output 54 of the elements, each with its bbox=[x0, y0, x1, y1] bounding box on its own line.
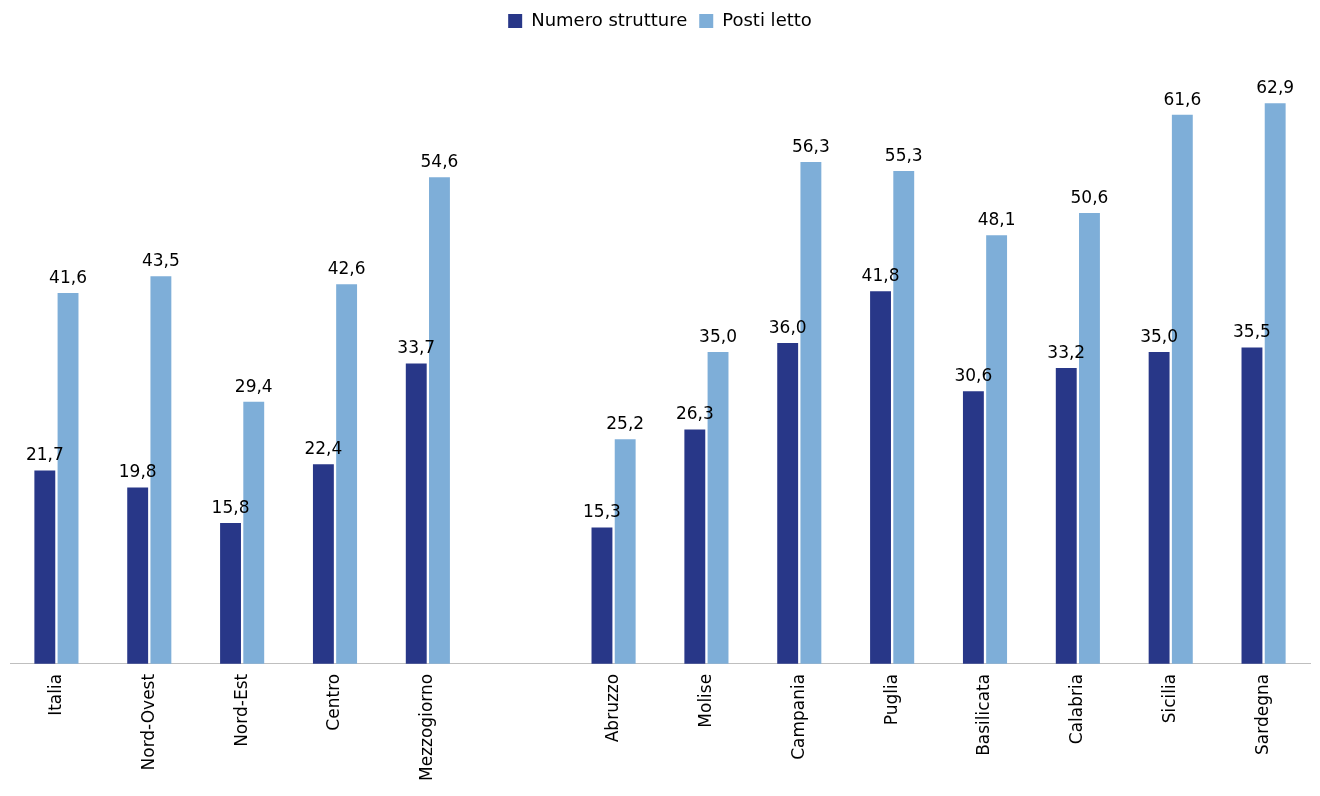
x-tick-label: Calabria bbox=[1066, 673, 1087, 745]
x-tick-label: Sicilia bbox=[1159, 673, 1180, 724]
data-label: 22,4 bbox=[304, 438, 343, 459]
x-tick-label: Centro bbox=[323, 673, 344, 731]
data-label: 35,5 bbox=[1233, 321, 1271, 342]
x-tick-label: Molise bbox=[694, 673, 715, 728]
bar bbox=[405, 363, 427, 664]
bar bbox=[34, 470, 56, 664]
bar bbox=[962, 391, 984, 664]
data-label: 61,6 bbox=[1163, 88, 1202, 109]
bar bbox=[777, 343, 799, 664]
data-label: 29,4 bbox=[234, 375, 273, 396]
x-tick-label: Puglia bbox=[880, 673, 901, 726]
x-tick-label: Italia bbox=[44, 673, 65, 716]
data-label: 35,0 bbox=[1140, 325, 1179, 346]
data-label: 41,6 bbox=[49, 267, 87, 288]
data-label: 30,6 bbox=[954, 365, 993, 386]
x-tick-label: Nord-Ovest bbox=[137, 673, 158, 771]
data-label: 35,0 bbox=[699, 325, 737, 346]
x-tick-label: Abruzzo bbox=[601, 673, 622, 743]
bar bbox=[1055, 367, 1077, 664]
data-label: 42,6 bbox=[327, 258, 366, 279]
x-tick-label: Campania bbox=[787, 673, 808, 760]
data-label: 54,6 bbox=[420, 151, 459, 172]
data-label: 15,3 bbox=[583, 501, 621, 522]
bar bbox=[870, 291, 891, 664]
data-label: 55,3 bbox=[884, 144, 923, 165]
x-tick-label: Sardegna bbox=[1251, 673, 1272, 755]
data-label: 15,8 bbox=[211, 496, 250, 517]
data-label: 48,1 bbox=[977, 209, 1016, 230]
x-tick-label: Nord-Est bbox=[230, 673, 251, 747]
data-label: 21,7 bbox=[25, 444, 64, 465]
data-label: 25,2 bbox=[606, 413, 645, 434]
data-label: 43,5 bbox=[141, 250, 180, 271]
data-label: 62,9 bbox=[1256, 77, 1295, 98]
legend-label: Posti letto bbox=[722, 8, 812, 30]
bar bbox=[684, 429, 706, 664]
bar bbox=[1148, 351, 1170, 664]
bar bbox=[312, 464, 334, 664]
data-label: 33,2 bbox=[1047, 341, 1086, 362]
data-label: 19,8 bbox=[118, 461, 157, 482]
data-label: 33,7 bbox=[397, 337, 436, 358]
bar bbox=[591, 527, 613, 664]
data-label: 50,6 bbox=[1070, 186, 1109, 207]
data-label: 36,0 bbox=[768, 316, 807, 337]
data-label: 26,3 bbox=[675, 403, 714, 424]
x-tick-label: Basilicata bbox=[973, 673, 994, 756]
bar bbox=[1241, 347, 1263, 664]
legend-label: Numero strutture bbox=[531, 8, 688, 30]
data-label: 41,8 bbox=[861, 265, 900, 286]
bar bbox=[220, 523, 241, 664]
data-label: 56,3 bbox=[791, 136, 830, 157]
x-tick-label: Mezzogiorno bbox=[416, 673, 437, 781]
bar bbox=[127, 487, 149, 664]
